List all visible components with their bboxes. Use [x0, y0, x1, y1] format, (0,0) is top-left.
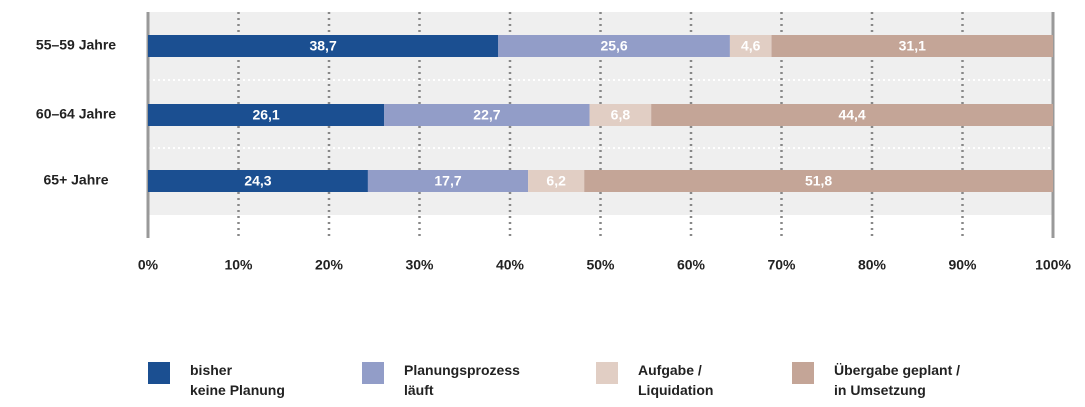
value-label: 26,1 [252, 107, 279, 123]
bar-segment [528, 170, 585, 192]
value-label: 51,8 [805, 173, 832, 189]
category-label: 55–59 Jahre [36, 37, 116, 53]
legend-label: bisher keine Planung [190, 362, 285, 398]
bar-segment [498, 35, 730, 57]
value-label: 25,6 [600, 38, 627, 54]
legend-item: bisher keine Planung [148, 360, 285, 400]
value-label: 31,1 [899, 38, 926, 54]
bar-segment [384, 104, 590, 126]
value-label: 44,4 [838, 107, 865, 123]
bar-segment [148, 35, 499, 57]
legend-item: Aufgabe / Liquidation [596, 360, 713, 400]
legend-item: Übergabe geplant / in Umsetzung [792, 360, 960, 400]
bar-segment [589, 104, 652, 126]
x-tick-label: 10% [224, 257, 253, 273]
x-tick-label: 20% [315, 257, 344, 273]
bar-segment [148, 170, 368, 192]
x-tick-label: 60% [677, 257, 706, 273]
bar-segment [584, 170, 1053, 192]
x-tick-label: 0% [138, 257, 159, 273]
chart: 0% 10% 20% 30% 40% 50% 60% 70% 80% 90% 100% 55–59 J… [36, 12, 1071, 273]
value-label: 24,3 [244, 173, 271, 189]
legend-swatch [596, 362, 618, 384]
x-tick-label: 100% [1035, 257, 1071, 273]
bar-segment [729, 35, 772, 57]
value-label: 17,7 [434, 173, 461, 189]
value-label: 22,7 [473, 107, 500, 123]
x-tick-label: 50% [586, 257, 615, 273]
value-label: 4,6 [741, 38, 761, 54]
value-label: 6,2 [546, 173, 566, 189]
x-tick-label: 30% [405, 257, 434, 273]
legend-swatch [148, 362, 170, 384]
legend-swatch [792, 362, 814, 384]
value-label: 6,8 [611, 107, 631, 123]
x-tick-label: 90% [948, 257, 977, 273]
legend-label: Aufgabe / Liquidation [638, 362, 714, 398]
legend-swatch [362, 362, 384, 384]
category-label: 65+ Jahre [44, 172, 109, 188]
x-tick-label: 70% [767, 257, 796, 273]
legend: bisher keine Planung Planungsprozess läuf… [0, 360, 1085, 407]
bar-segment [148, 104, 385, 126]
legend-label: Planungsprozess läuft [404, 362, 520, 398]
bar-segment [771, 35, 1053, 57]
x-tick-label: 80% [858, 257, 887, 273]
bar-segment [651, 104, 1053, 126]
x-tick-label: 40% [496, 257, 525, 273]
category-label: 60–64 Jahre [36, 106, 116, 122]
bar-segment [367, 170, 529, 192]
value-label: 38,7 [309, 38, 336, 54]
legend-label: Übergabe geplant / in Umsetzung [834, 362, 961, 398]
legend-item: Planungsprozess läuft [362, 360, 520, 400]
